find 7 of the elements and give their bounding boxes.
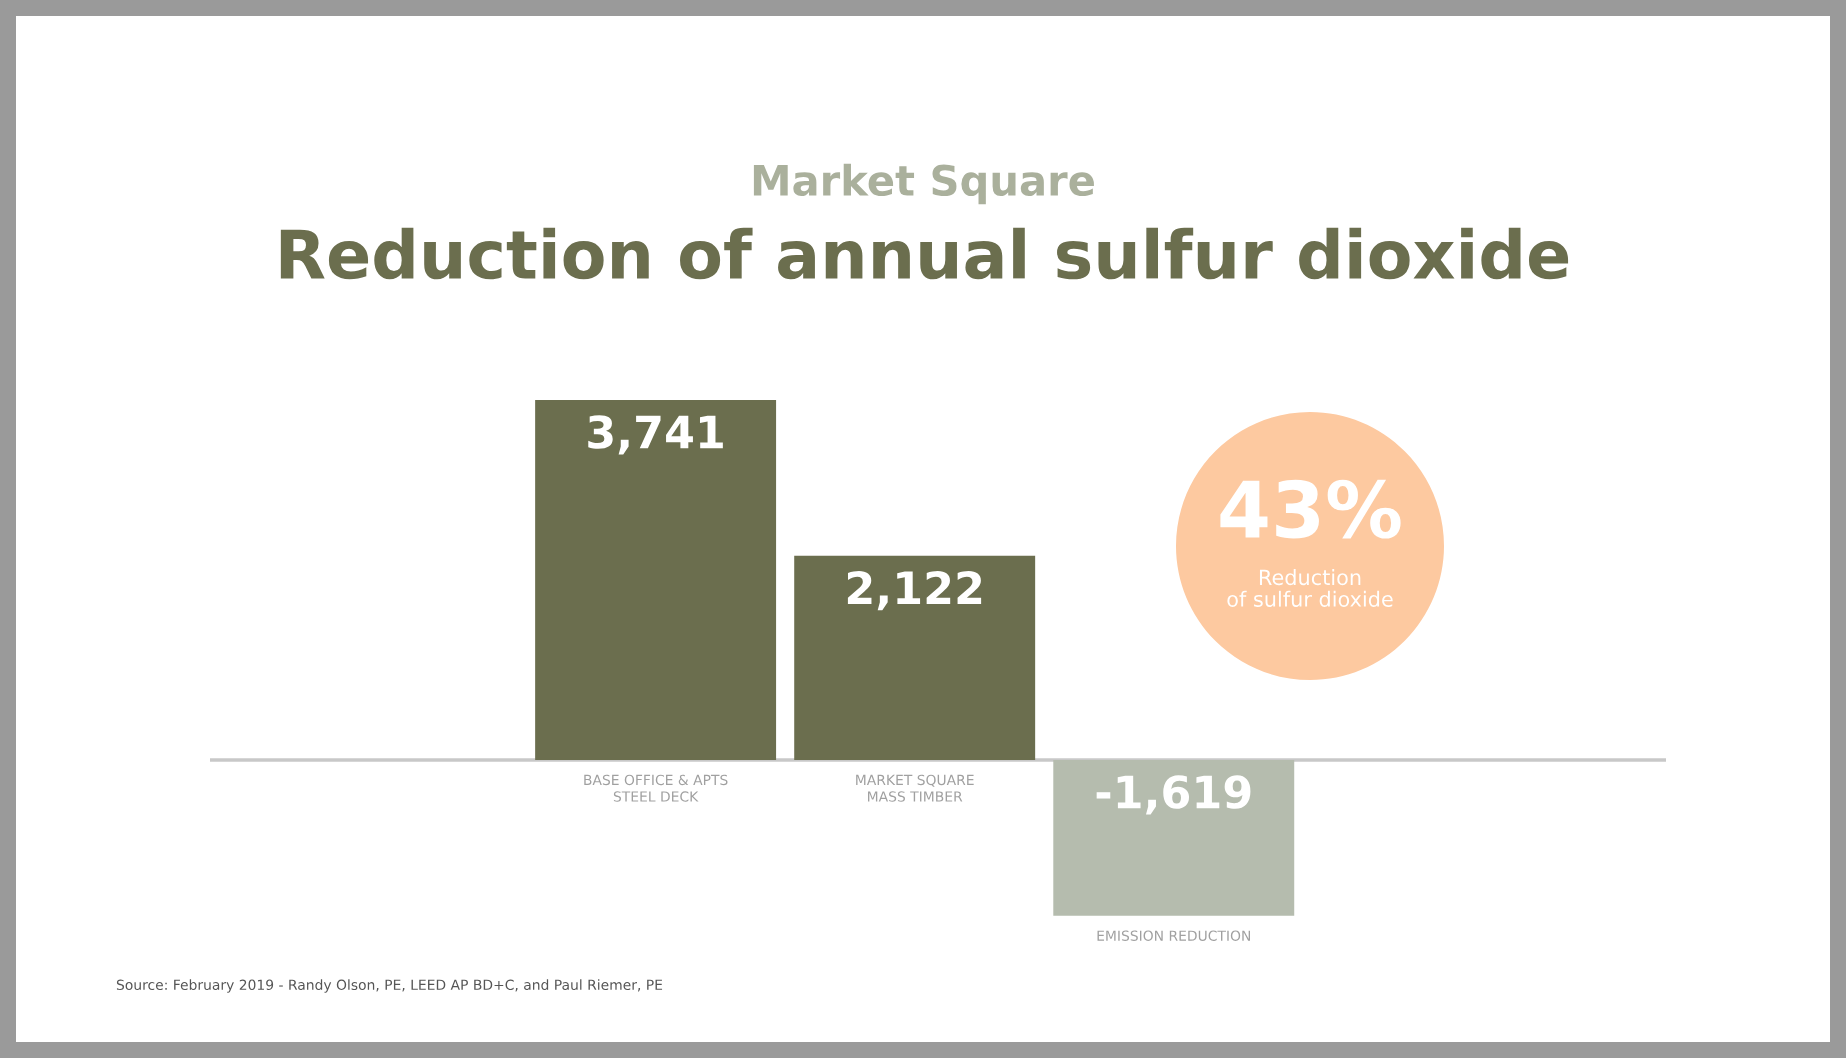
chart-title: Reduction of annual sulfur dioxide (280, 227, 1569, 280)
data-label: 3,741 (588, 415, 723, 455)
annotation: 43% (1220, 479, 1401, 539)
chart-subtitle: Market Square (753, 163, 1094, 205)
annotation: Reduction of sulfur dioxide (1227, 569, 1393, 607)
data-label: -1,619 (1096, 775, 1251, 815)
data-label: 2,122 (847, 570, 982, 611)
